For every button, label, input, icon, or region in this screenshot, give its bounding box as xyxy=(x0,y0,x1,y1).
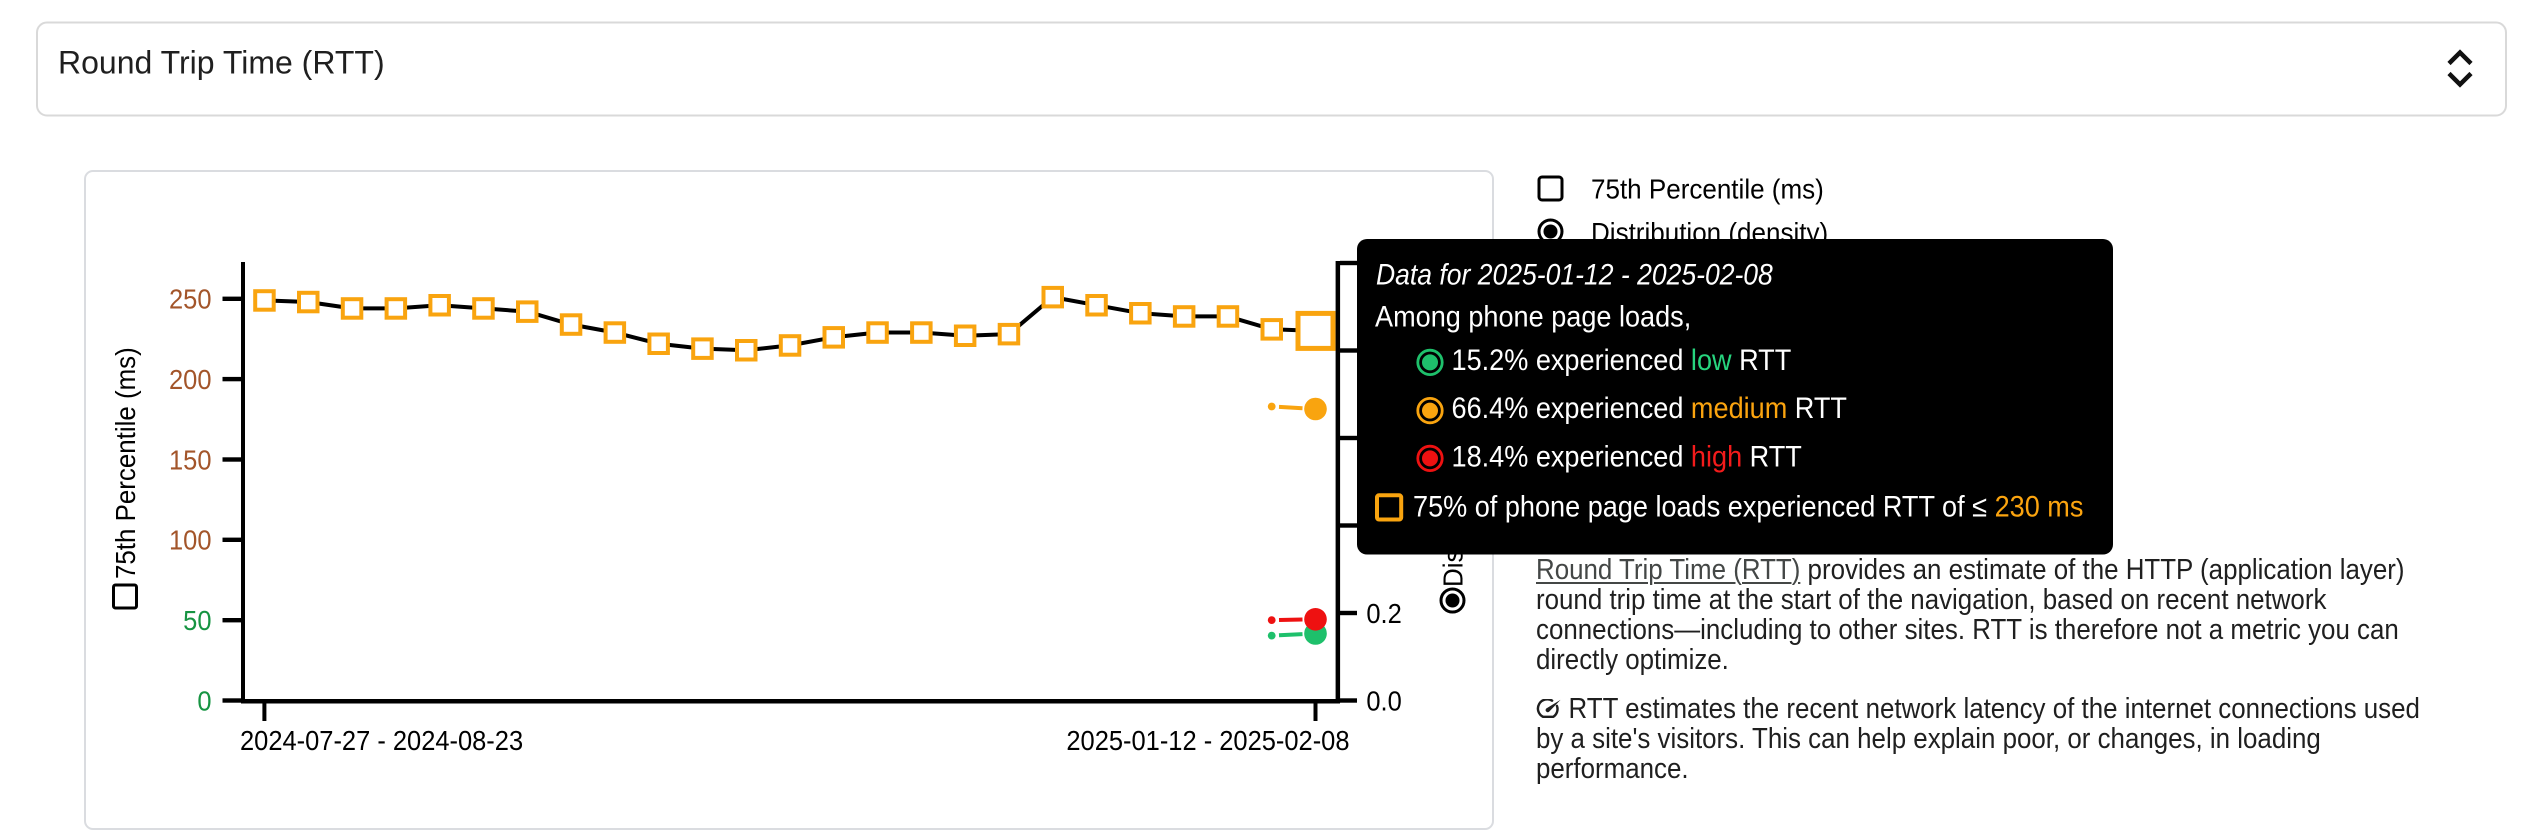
svg-text:0.2: 0.2 xyxy=(1366,598,1401,629)
svg-text:0.0: 0.0 xyxy=(1366,685,1401,716)
svg-text:66.4% experienced medium RTT: 66.4% experienced medium RTT xyxy=(1452,392,1847,426)
svg-text:0: 0 xyxy=(197,685,211,716)
svg-text:Data for 2025-01-12 - 2025-02-: Data for 2025-01-12 - 2025-02-08 xyxy=(1376,258,1773,292)
svg-text:50: 50 xyxy=(183,605,211,636)
svg-text:Among phone page loads,: Among phone page loads, xyxy=(1375,300,1691,334)
svg-text:2025-01-12 - 2025-02-08: 2025-01-12 - 2025-02-08 xyxy=(1066,725,1349,756)
svg-text:75th Percentile (ms): 75th Percentile (ms) xyxy=(1591,174,1824,205)
svg-text:75% of phone page loads experi: 75% of phone page loads experienced RTT … xyxy=(1413,490,2083,524)
svg-text:18.4% experienced high RTT: 18.4% experienced high RTT xyxy=(1452,440,1802,474)
svg-text:250: 250 xyxy=(169,284,211,315)
svg-text:15.2% experienced low RTT: 15.2% experienced low RTT xyxy=(1452,344,1792,378)
svg-text:Round Trip Time (RTT): Round Trip Time (RTT) xyxy=(58,45,385,81)
svg-text:2024-07-27 - 2024-08-23: 2024-07-27 - 2024-08-23 xyxy=(240,725,523,756)
svg-text:100: 100 xyxy=(169,525,211,556)
svg-text:150: 150 xyxy=(169,444,211,475)
svg-text:200: 200 xyxy=(169,364,211,395)
svg-text:75th Percentile (ms): 75th Percentile (ms) xyxy=(110,347,141,579)
